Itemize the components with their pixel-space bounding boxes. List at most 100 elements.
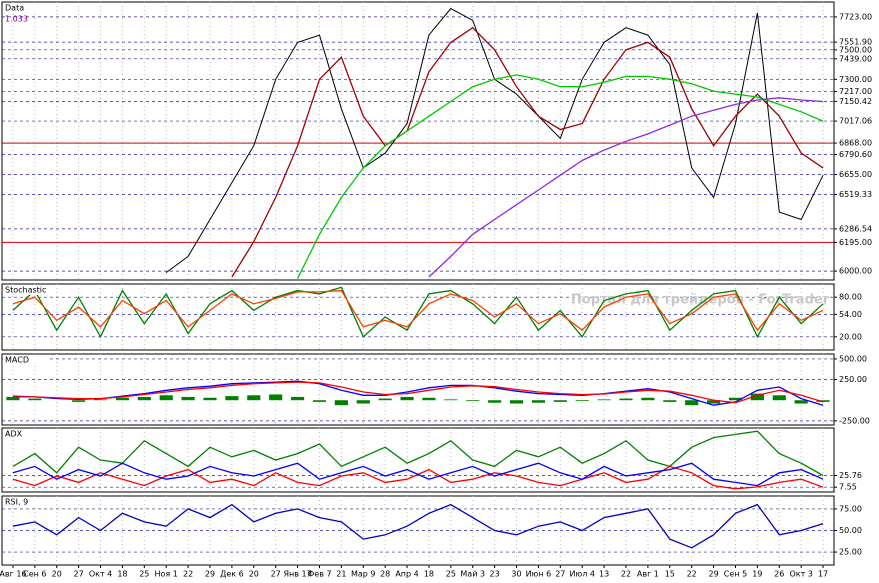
histogram-bar [72, 400, 86, 402]
x-tick-label: 29 [205, 570, 215, 579]
histogram-bar [466, 400, 480, 402]
histogram-bar [772, 395, 786, 401]
histogram-bar [641, 397, 655, 401]
x-tick-label: Фев 7 [307, 570, 331, 579]
x-tick-label: 23 [490, 570, 500, 579]
histogram-bar [707, 400, 721, 404]
panel-title-bg [3, 429, 47, 439]
y-tick-label: 7551.90 [839, 38, 872, 47]
y-tick-label: 25.00 [839, 548, 862, 557]
histogram-bar [28, 398, 42, 401]
x-tick-label: 27 [74, 570, 84, 579]
histogram-bar [663, 400, 677, 402]
y-tick-label: 54.00 [839, 310, 862, 319]
x-tick-label: 22 [687, 570, 697, 579]
x-tick-label: 25 [446, 570, 456, 579]
panel-title-bg [3, 3, 47, 13]
histogram-bar [247, 395, 261, 401]
histogram-bar [794, 400, 808, 404]
y-tick-label: 7500.00 [839, 45, 872, 54]
x-tick-label: 13 [599, 570, 609, 579]
x-tick-label: 19 [752, 570, 762, 579]
histogram-bar [488, 400, 502, 403]
x-tick-label: 26 [774, 570, 784, 579]
histogram-bar [378, 398, 392, 401]
series-line [12, 380, 824, 406]
x-tick-label: Июн 6 [526, 570, 552, 579]
x-tick-label: 20 [249, 570, 259, 579]
x-tick-label: Авг 16 [0, 570, 27, 579]
y-tick-label: 7439.00 [839, 54, 872, 63]
y-tick-label: 6655.00 [839, 170, 872, 179]
histogram-bar [159, 395, 173, 401]
histogram-bar [597, 399, 611, 401]
x-tick-label: Май 3 [460, 570, 485, 579]
x-tick-label: 18 [424, 570, 434, 579]
histogram-bar [93, 399, 108, 401]
x-tick-label: 30 [511, 570, 521, 579]
panel [1, 427, 835, 493]
y-tick-label: 7.55 [839, 483, 857, 492]
histogram-bar [334, 400, 348, 406]
x-tick-label: Мар 9 [351, 570, 376, 579]
histogram-bar [291, 396, 305, 401]
x-tick-label: 28 [380, 570, 390, 579]
histogram-bar [225, 396, 239, 401]
x-tick-label: 27 [271, 570, 281, 579]
x-tick-label: Дек 6 [220, 570, 244, 579]
y-tick-label: 6868.00 [839, 139, 872, 148]
x-tick-label: Окт 3 [789, 570, 812, 579]
y-tick-label: 7300.00 [839, 75, 872, 84]
x-tick-label: 29 [708, 570, 718, 579]
x-tick-label: Сен 5 [724, 570, 747, 579]
x-tick-label: 17 [818, 570, 828, 579]
panel-title: Data [5, 4, 24, 13]
y-tick-label: 7017.06 [839, 117, 872, 126]
y-tick-label: 7723.00 [839, 12, 872, 21]
x-tick-label: Окт 4 [89, 570, 112, 579]
x-tick-label: Янв 17 [283, 570, 311, 579]
y-tick-label: 6195.00 [839, 238, 872, 247]
panel-subtitle: 1.033 [5, 15, 28, 24]
histogram-bar [312, 400, 327, 402]
histogram-bar [269, 394, 283, 401]
x-tick-label: 22 [621, 570, 631, 579]
panel-title-bg [3, 497, 47, 507]
panel-title-bg [3, 285, 47, 295]
histogram-bar [619, 398, 633, 401]
histogram-bar [575, 400, 589, 402]
panel [1, 283, 835, 351]
x-tick-label: Авг 1 [637, 570, 659, 579]
y-tick-label: 7217.00 [839, 87, 872, 96]
y-tick-label: 500.00 [839, 354, 867, 363]
x-tick-label: 25 [139, 570, 149, 579]
histogram-bar [444, 399, 458, 401]
y-tick-label: 20.00 [839, 332, 862, 341]
panel-title-bg [3, 355, 47, 365]
x-tick-label: Апр 4 [395, 570, 418, 579]
y-tick-label: 25.76 [839, 471, 862, 480]
histogram-bar [816, 400, 830, 402]
panel-title: MACD [5, 356, 29, 365]
x-tick-label: 18 [117, 570, 127, 579]
y-tick-label: 50.00 [839, 526, 862, 535]
y-tick-label: 6519.33 [839, 190, 872, 199]
series-line [12, 503, 824, 549]
histogram-bar [750, 393, 764, 401]
series-line [12, 430, 824, 477]
histogram-bar [203, 397, 217, 401]
x-tick-label: 22 [183, 570, 193, 579]
series-line [231, 26, 824, 278]
x-tick-label: 21 [336, 570, 346, 579]
x-tick-label: Ноя 1 [155, 570, 178, 579]
histogram-bar [685, 400, 699, 406]
x-tick-label: Сен 6 [23, 570, 46, 579]
y-tick-label: 80.00 [839, 293, 862, 302]
histogram-bar [137, 396, 151, 401]
panel-title: RSI, 9 [5, 498, 28, 507]
y-tick-label: 6790.60 [839, 150, 872, 159]
y-tick-label: 7150.42 [839, 97, 872, 106]
y-tick-label: 6286.54 [839, 224, 872, 233]
histogram-bar [181, 396, 195, 401]
